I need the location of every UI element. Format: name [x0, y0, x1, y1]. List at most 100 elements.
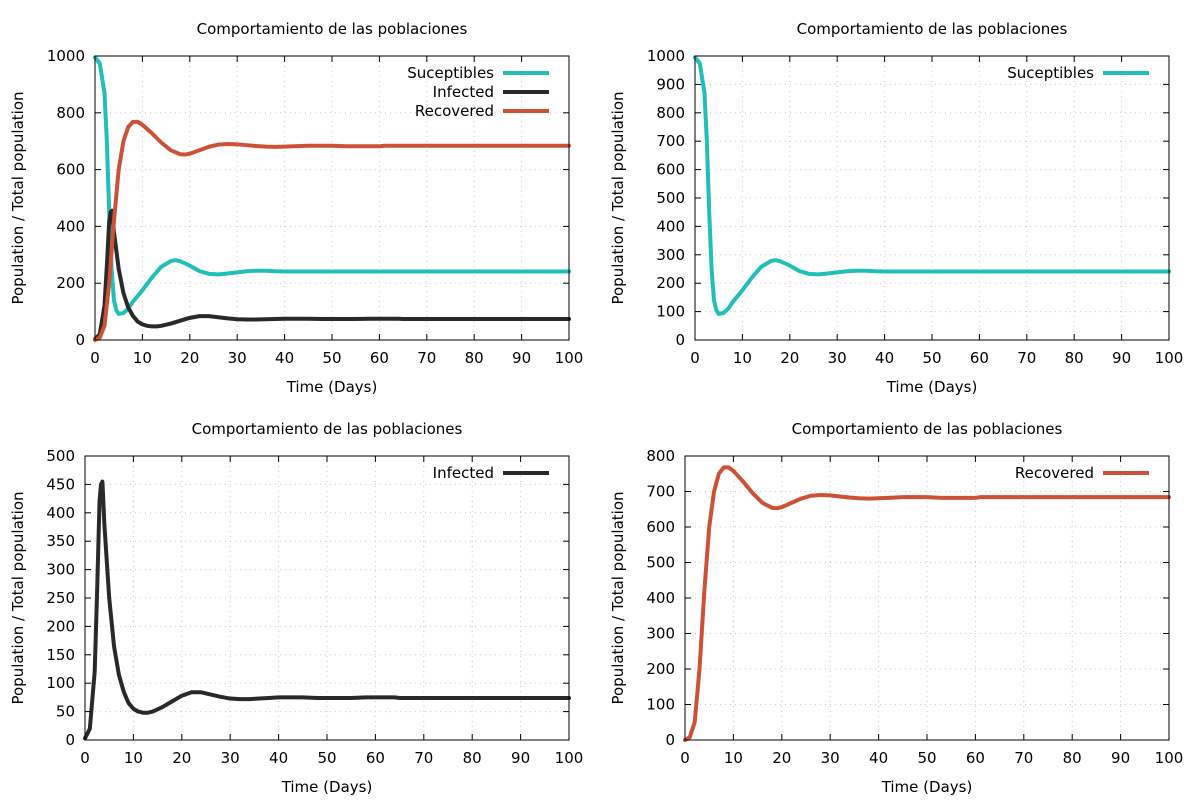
y-tick-label: 1000 — [47, 47, 85, 65]
y-tick-label: 150 — [46, 646, 75, 664]
y-axis-label: Population / Total population — [9, 91, 27, 304]
series-line-infected — [83, 479, 571, 741]
x-tick-label: 90 — [1112, 349, 1131, 367]
x-tick-label: 50 — [317, 749, 336, 767]
x-tick-label: 0 — [690, 349, 700, 367]
y-tick-label: 0 — [75, 331, 85, 349]
y-tick-label: 50 — [56, 703, 75, 721]
x-tick-label: 10 — [733, 349, 752, 367]
y-tick-label: 900 — [656, 75, 685, 93]
x-tick-label: 90 — [1111, 749, 1130, 767]
chart-title: Comportamiento de las poblaciones — [792, 420, 1063, 438]
grid — [85, 456, 569, 740]
legend-label-recovered: Recovered — [415, 102, 494, 120]
chart-title: Comportamiento de las poblaciones — [197, 20, 468, 38]
x-tick-label: 90 — [511, 749, 530, 767]
y-tick-label: 300 — [656, 246, 685, 264]
x-axis-label: Time (Days) — [286, 378, 378, 396]
x-tick-label: 90 — [512, 349, 531, 367]
y-tick-label: 100 — [46, 674, 75, 692]
y-tick-label: 400 — [646, 589, 675, 607]
y-tick-label: 450 — [46, 475, 75, 493]
chart-panel-bottom-left: Comportamiento de las poblaciones Time (… — [9, 420, 583, 796]
x-tick-label: 100 — [555, 349, 584, 367]
y-tick-label: 200 — [656, 274, 685, 292]
x-tick-label: 50 — [922, 349, 941, 367]
y-tick-label: 300 — [646, 625, 675, 643]
x-tick-label: 30 — [221, 749, 240, 767]
x-tick-label: 30 — [828, 349, 847, 367]
y-tick-label: 400 — [656, 217, 685, 235]
x-tick-label: 20 — [172, 749, 191, 767]
x-tick-label: 50 — [917, 749, 936, 767]
x-tick-label: 0 — [680, 749, 690, 767]
y-tick-label: 400 — [56, 217, 85, 235]
y-tick-label: 600 — [656, 161, 685, 179]
x-axis-label: Time (Days) — [886, 378, 978, 396]
x-tick-label: 60 — [970, 349, 989, 367]
y-tick-label: 0 — [65, 731, 75, 749]
legend: Suceptibles — [1007, 64, 1149, 82]
y-tick-label: 0 — [665, 731, 675, 749]
chart-panel-top-right: Comportamiento de las poblaciones Time (… — [609, 20, 1183, 396]
series-line-recovered — [93, 119, 571, 342]
x-tick-label: 30 — [821, 749, 840, 767]
x-tick-label: 80 — [463, 749, 482, 767]
y-tick-label: 500 — [46, 447, 75, 465]
y-tick-label: 700 — [646, 483, 675, 501]
y-tick-label: 1000 — [647, 47, 685, 65]
series-line-suceptibles — [693, 55, 1171, 316]
x-tick-label: 80 — [1063, 749, 1082, 767]
y-tick-label: 400 — [46, 504, 75, 522]
y-tick-label: 100 — [646, 696, 675, 714]
x-axis-label: Time (Days) — [881, 778, 973, 796]
x-tick-label: 70 — [1014, 749, 1033, 767]
x-tick-label: 100 — [1155, 749, 1184, 767]
chart-title: Comportamiento de las poblaciones — [797, 20, 1068, 38]
x-tick-label: 40 — [275, 349, 294, 367]
x-tick-label: 60 — [966, 749, 985, 767]
y-tick-label: 200 — [46, 617, 75, 635]
y-tick-label: 700 — [656, 132, 685, 150]
y-tick-label: 250 — [46, 589, 75, 607]
legend: Recovered — [1015, 464, 1149, 482]
x-tick-label: 70 — [1017, 349, 1036, 367]
y-tick-label: 800 — [56, 104, 85, 122]
grid — [95, 56, 569, 340]
x-tick-label: 10 — [724, 749, 743, 767]
legend-label-suceptibles: Suceptibles — [407, 64, 494, 82]
chart-title: Comportamiento de las poblaciones — [192, 420, 463, 438]
series-line-suceptibles — [93, 55, 571, 316]
y-tick-label: 300 — [46, 561, 75, 579]
grid — [695, 56, 1169, 340]
chart-panel-top-left: Comportamiento de las poblaciones Time (… — [9, 20, 583, 396]
x-tick-label: 60 — [366, 749, 385, 767]
x-tick-label: 100 — [555, 749, 584, 767]
x-tick-label: 70 — [417, 349, 436, 367]
legend-label-suceptibles: Suceptibles — [1007, 64, 1094, 82]
series-line-recovered — [683, 465, 1171, 742]
legend-label-recovered: Recovered — [1015, 464, 1094, 482]
y-tick-label: 100 — [656, 303, 685, 321]
x-tick-label: 20 — [780, 349, 799, 367]
y-tick-label: 800 — [646, 447, 675, 465]
y-axis-label: Population / Total population — [609, 91, 627, 304]
x-tick-label: 60 — [370, 349, 389, 367]
x-tick-label: 40 — [875, 349, 894, 367]
y-tick-label: 600 — [56, 161, 85, 179]
x-tick-label: 80 — [1065, 349, 1084, 367]
y-axis-label: Population / Total population — [9, 491, 27, 704]
y-tick-label: 350 — [46, 532, 75, 550]
y-tick-label: 500 — [656, 189, 685, 207]
legend: Infected — [433, 464, 549, 482]
legend-label-infected: Infected — [433, 464, 494, 482]
x-axis-label: Time (Days) — [281, 778, 373, 796]
x-tick-label: 20 — [772, 749, 791, 767]
x-tick-label: 10 — [133, 349, 152, 367]
x-tick-label: 40 — [269, 749, 288, 767]
x-tick-label: 80 — [465, 349, 484, 367]
y-tick-label: 0 — [675, 331, 685, 349]
